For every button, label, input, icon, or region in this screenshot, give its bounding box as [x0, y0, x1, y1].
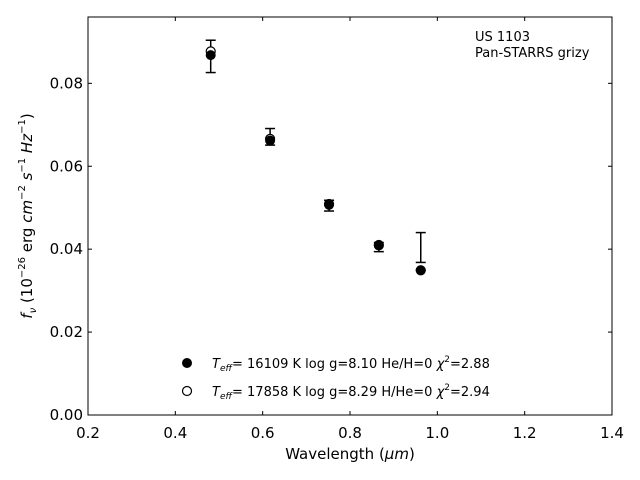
- y-tick-label: 0.04: [50, 240, 83, 258]
- y-tick-label: 0.02: [50, 323, 83, 341]
- x-tick-label: 0.8: [338, 424, 362, 442]
- model-point-filled: [373, 240, 384, 251]
- legend-entry-2: Teff= 17858 K log g=8.29 H/He=0 χ2=2.94: [212, 383, 490, 402]
- survey-annotation: Pan-STARRS grizy: [475, 46, 590, 61]
- axis-ticks: 0.2 0.4 0.6 0.8 1.0 1.2 1.4 0.00 0.02 0.04 0.06 0.0…: [50, 17, 624, 442]
- x-axis-title: Wavelength (μm): [285, 445, 415, 463]
- y-tick-label: 0.06: [50, 157, 83, 175]
- model-point-filled: [415, 265, 426, 276]
- model-markers: [205, 46, 426, 276]
- object-name-annotation: US 1103: [475, 30, 530, 45]
- x-tick-label: 0.4: [163, 424, 187, 442]
- legend: Teff= 16109 K log g=8.10 He/H=0 χ2=2.88 …: [181, 355, 490, 402]
- x-tick-label: 0.2: [76, 424, 100, 442]
- y-tick-label: 0.00: [50, 406, 83, 424]
- x-tick-label: 0.6: [251, 424, 275, 442]
- model-point-filled: [324, 199, 335, 210]
- y-tick-label: 0.08: [50, 74, 83, 92]
- legend-marker-open: [181, 385, 193, 397]
- y-axis-title: fν (10−26 erg cm−2 s−1 Hz−1): [17, 113, 39, 318]
- model-point-filled: [205, 50, 216, 61]
- x-tick-label: 1.4: [600, 424, 624, 442]
- legend-entry-1: Teff= 16109 K log g=8.10 He/H=0 χ2=2.88: [212, 355, 490, 374]
- legend-marker-filled: [182, 358, 192, 368]
- x-tick-label: 1.2: [513, 424, 537, 442]
- x-tick-label: 1.0: [425, 424, 449, 442]
- model-point-filled: [265, 135, 276, 146]
